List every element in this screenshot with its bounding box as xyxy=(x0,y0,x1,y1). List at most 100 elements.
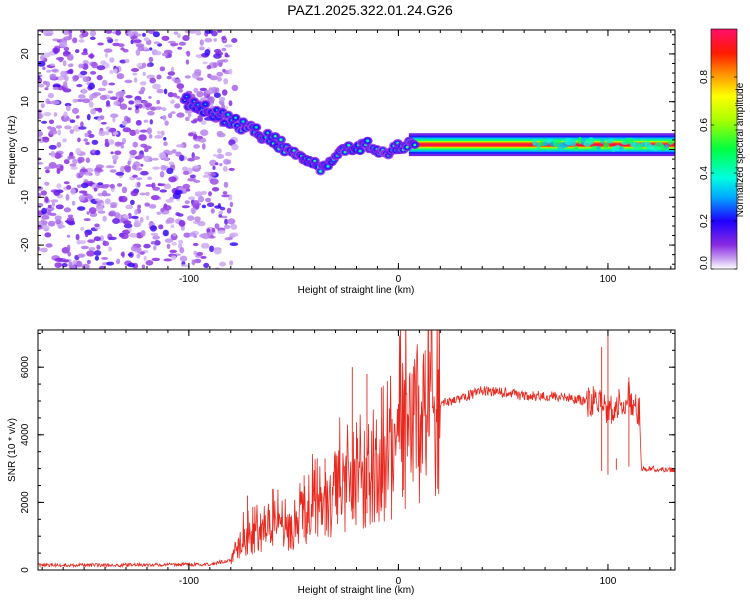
noise-blob xyxy=(110,151,114,155)
noise-blob xyxy=(173,78,181,84)
noise-blob xyxy=(88,82,95,90)
noise-blob xyxy=(94,255,99,261)
noise-blob xyxy=(113,100,120,106)
noise-blob xyxy=(80,226,84,231)
noise-blob xyxy=(77,137,81,143)
noise-blob xyxy=(161,52,168,57)
noise-blob xyxy=(123,223,133,229)
noise-blob xyxy=(109,183,116,189)
noise-blob xyxy=(100,121,107,125)
noise-blob xyxy=(188,112,192,118)
noise-blob xyxy=(50,100,60,105)
carrier-spot xyxy=(588,137,595,145)
noise-blob xyxy=(113,131,119,136)
noise-blob xyxy=(115,30,122,36)
noise-blob xyxy=(38,221,42,225)
noise-blob xyxy=(62,60,67,67)
noise-blob xyxy=(115,171,125,176)
noise-blob xyxy=(87,239,95,244)
noise-blob xyxy=(104,30,113,34)
noise-blob xyxy=(139,129,148,133)
noise-blob xyxy=(121,120,128,126)
noise-blob xyxy=(140,143,148,148)
noise-blob xyxy=(206,65,212,70)
noise-blob xyxy=(165,199,174,203)
noise-blob xyxy=(192,165,200,169)
noise-blob xyxy=(77,159,82,164)
noise-blob xyxy=(107,90,114,94)
snr-series-line xyxy=(38,330,675,569)
noise-blob xyxy=(52,86,59,91)
noise-blob xyxy=(147,176,153,181)
noise-blob xyxy=(101,256,108,260)
carrier-spot xyxy=(573,145,579,151)
noise-blob xyxy=(80,182,89,189)
signal-blob xyxy=(413,144,416,146)
noise-blob xyxy=(117,43,125,48)
noise-blob xyxy=(93,250,102,256)
noise-blob xyxy=(175,212,181,216)
noise-blob xyxy=(220,59,226,63)
signal-blob xyxy=(204,103,207,105)
noise-blob xyxy=(62,138,67,143)
noise-blob xyxy=(70,166,78,170)
noise-blob xyxy=(78,240,86,245)
noise-blob xyxy=(112,116,116,123)
noise-blob xyxy=(143,155,153,163)
noise-blob xyxy=(117,183,123,187)
noise-blob xyxy=(161,107,167,112)
noise-blob xyxy=(193,133,198,140)
noise-blob xyxy=(106,36,112,40)
noise-blob xyxy=(98,130,106,137)
noise-blob xyxy=(178,239,184,245)
noise-blob xyxy=(172,192,181,199)
noise-blob xyxy=(62,81,68,88)
noise-blob xyxy=(204,171,212,175)
noise-blob xyxy=(54,257,64,262)
noise-blob xyxy=(199,233,208,239)
noise-blob xyxy=(163,88,168,95)
noise-blob xyxy=(93,236,101,242)
noise-blob xyxy=(126,117,131,122)
noise-blob xyxy=(151,182,156,189)
noise-blob xyxy=(81,263,90,269)
noise-blob xyxy=(38,185,43,191)
noise-blob xyxy=(40,103,45,109)
noise-blob xyxy=(218,210,224,215)
noise-blob xyxy=(44,181,50,186)
noise-blob xyxy=(210,208,215,214)
y-tick-label: 0 xyxy=(20,567,31,573)
noise-blob xyxy=(221,36,226,41)
noise-blob xyxy=(150,241,156,245)
chart-title: PAZ1.2025.322.01.24.G26 xyxy=(287,2,453,18)
noise-blob xyxy=(79,171,85,177)
noise-blob xyxy=(171,242,177,246)
noise-blob xyxy=(78,94,86,99)
noise-blob xyxy=(147,30,155,34)
noise-blob xyxy=(152,166,161,170)
noise-blob xyxy=(102,240,110,247)
noise-blob xyxy=(166,217,175,224)
noise-blob xyxy=(131,68,139,72)
noise-blob xyxy=(226,207,232,214)
noise-blob xyxy=(209,245,215,252)
noise-blob xyxy=(140,86,146,92)
noise-blob xyxy=(224,218,229,225)
noise-blob xyxy=(177,46,183,50)
noise-blob xyxy=(43,112,52,117)
noise-blob xyxy=(90,108,96,115)
noise-blob xyxy=(132,174,138,178)
noise-blob xyxy=(212,165,216,170)
noise-blob xyxy=(191,259,196,266)
noise-blob xyxy=(147,111,155,116)
noise-blob xyxy=(66,54,74,61)
noise-blob xyxy=(63,111,68,118)
y-tick-label: 4000 xyxy=(20,423,31,446)
colorbar-tick-label: 0.8 xyxy=(699,70,710,84)
noise-blob xyxy=(120,165,125,173)
noise-blob xyxy=(88,207,97,214)
noise-blob xyxy=(153,50,162,56)
noise-blob xyxy=(213,53,222,59)
noise-blob xyxy=(72,37,78,44)
noise-blob xyxy=(67,216,75,222)
